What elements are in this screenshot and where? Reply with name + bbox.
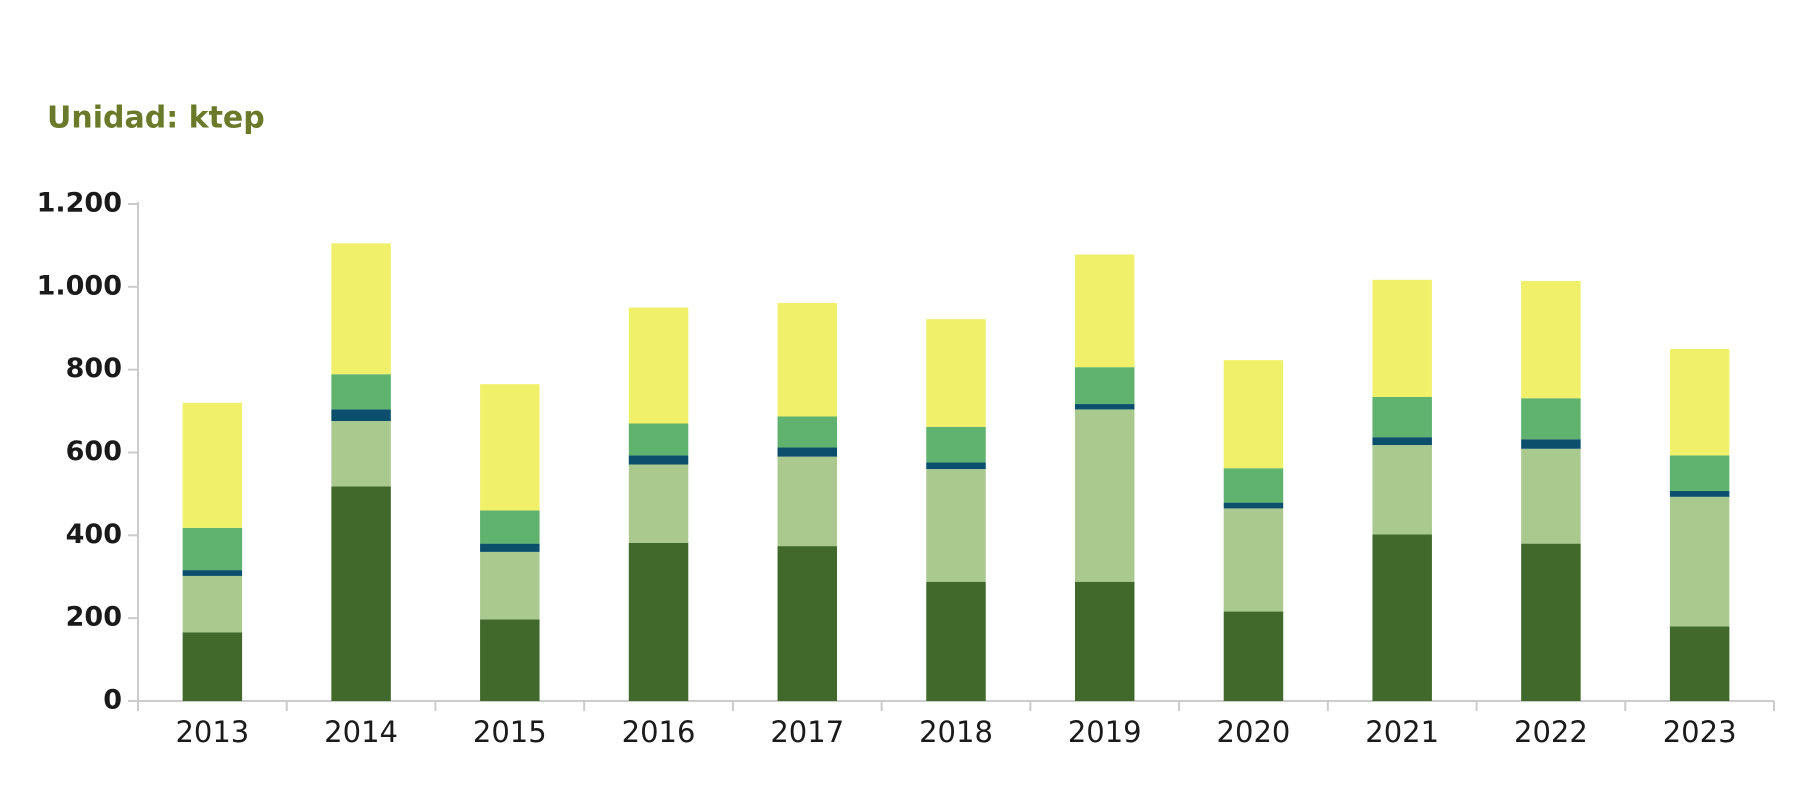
bar-segment — [1372, 397, 1432, 438]
bar-segment — [1372, 279, 1432, 398]
bar-segment — [331, 486, 391, 701]
bar-segment — [628, 307, 689, 424]
bar-segment — [926, 462, 986, 470]
bar-segment — [1223, 611, 1284, 701]
bar-segment — [1669, 626, 1730, 701]
bar-segment — [1223, 508, 1284, 612]
bar-segment — [1669, 348, 1730, 456]
y-tick-label: 800 — [66, 353, 122, 384]
bar-segment — [1074, 581, 1135, 701]
x-tick-label: 2023 — [1663, 715, 1737, 749]
chart-title: Unidad: ktep — [47, 101, 265, 136]
y-tick-label: 0 — [103, 685, 122, 716]
bar-segment — [1521, 448, 1581, 544]
bar-segment — [777, 416, 838, 448]
bar-segment — [182, 632, 243, 701]
bar-segment — [926, 319, 986, 427]
bar-segment — [480, 510, 540, 544]
y-tick-label: 1.200 — [37, 188, 122, 219]
bar-segment — [1074, 409, 1135, 582]
y-tick-label: 1.000 — [37, 270, 122, 301]
bar-segment — [777, 546, 838, 701]
bar-segment — [777, 456, 838, 547]
x-tick-label: 2019 — [1068, 715, 1142, 749]
bar-segment — [1372, 437, 1432, 446]
bar-segment — [628, 542, 689, 701]
x-tick-label: 2022 — [1514, 715, 1588, 749]
bar-segment — [1521, 281, 1581, 399]
bar-segment — [1669, 491, 1730, 497]
bar-segment — [628, 464, 689, 543]
bar-segment — [926, 581, 986, 701]
x-tick-label: 2018 — [919, 715, 993, 749]
x-tick-label: 2016 — [622, 715, 696, 749]
y-tick-label: 200 — [66, 602, 122, 633]
y-tick-label: 400 — [66, 519, 122, 550]
bar-segment — [926, 426, 986, 463]
bar-segment — [1223, 468, 1284, 503]
x-tick-label: 2014 — [324, 715, 398, 749]
bar-segment — [926, 469, 986, 582]
bar-segment — [480, 619, 540, 701]
bar-segment — [628, 455, 689, 465]
bar-segment — [331, 374, 391, 410]
bar-segment — [182, 402, 243, 528]
x-tick-label: 2021 — [1365, 715, 1439, 749]
bar-segment — [182, 575, 243, 633]
bar-segment — [1074, 367, 1135, 405]
bar-segment — [1372, 445, 1432, 535]
x-tick-label: 2020 — [1217, 715, 1291, 749]
bar-segment — [1669, 455, 1730, 492]
bar-segment — [480, 551, 540, 620]
bar-segment — [1521, 543, 1581, 701]
bar-segment — [1521, 398, 1581, 440]
bar-segment — [480, 543, 540, 552]
bar-segment — [1669, 496, 1730, 627]
bar-segment — [331, 409, 391, 422]
bar-segment — [628, 423, 689, 456]
bar-segment — [480, 384, 540, 511]
bar-segment — [1223, 502, 1284, 509]
bar-segment — [777, 447, 838, 457]
bar-segment — [1074, 404, 1135, 410]
bar-segment — [1074, 254, 1135, 368]
x-tick-label: 2015 — [473, 715, 547, 749]
bar-segment — [331, 421, 391, 487]
bar-segment — [182, 570, 243, 576]
bar-segment — [1521, 439, 1581, 449]
bar-segment — [1223, 360, 1284, 469]
y-tick-label: 600 — [66, 436, 122, 467]
bar-segment — [182, 527, 243, 571]
x-tick-label: 2013 — [175, 715, 249, 749]
bar-segment — [1372, 534, 1432, 701]
bar-segment — [331, 243, 391, 375]
x-tick-label: 2017 — [770, 715, 844, 749]
bar-segment — [777, 302, 838, 417]
